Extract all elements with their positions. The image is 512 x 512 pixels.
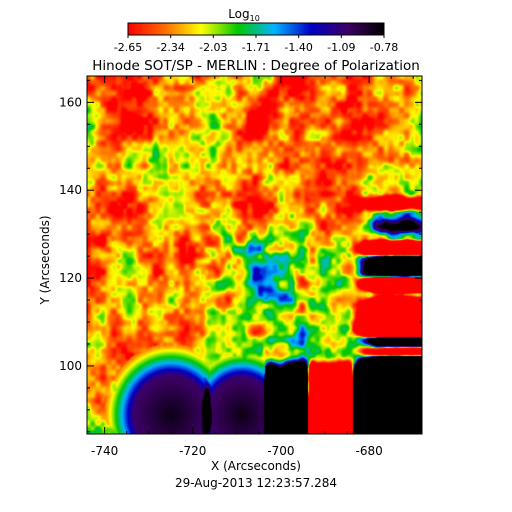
plot-frame	[86, 75, 423, 435]
colorbar-tick-label: -1.71	[242, 41, 270, 54]
y-tick-label: 120	[59, 271, 82, 285]
colorbar-tick-label: -2.65	[114, 41, 142, 54]
x-tick-label: -740	[91, 444, 118, 458]
x-tick-label: -720	[179, 444, 206, 458]
y-axis-label: Y (Arcseconds)	[38, 215, 52, 305]
colorbar: Log10 -2.65 -2.34 -2.03 -1.71 -1.40 -1.09 -0.7…	[114, 7, 398, 54]
colorbar-gradient	[127, 22, 385, 36]
colorbar-label: Log10	[228, 7, 260, 23]
x-tick-label: -700	[267, 444, 294, 458]
x-axis-label: X (Arcseconds)	[211, 459, 301, 473]
timestamp: 29-Aug-2013 12:23:57.284	[175, 476, 337, 490]
colorbar-tick-label: -1.40	[284, 41, 312, 54]
colorbar-tick-label: -1.09	[327, 41, 355, 54]
plot-area	[86, 75, 423, 435]
y-tick-label: 160	[59, 95, 82, 109]
y-tick-label: 140	[59, 183, 82, 197]
colorbar-tick-label: -2.03	[199, 41, 227, 54]
chart-title: Hinode SOT/SP - MERLIN : Degree of Polar…	[92, 58, 420, 74]
colorbar-tick-label: -2.34	[156, 41, 184, 54]
colorbar-tick-label: -0.78	[370, 41, 398, 54]
polarization-heatmap	[87, 76, 422, 434]
y-axis: 100 120 140 160	[59, 79, 422, 433]
x-axis: -740 -720 -700 -680	[91, 76, 414, 458]
y-tick-label: 100	[59, 359, 82, 373]
x-tick-label: -680	[355, 444, 382, 458]
colorbar-ticks: -2.65 -2.34 -2.03 -1.71 -1.40 -1.09 -0.78	[114, 35, 398, 54]
